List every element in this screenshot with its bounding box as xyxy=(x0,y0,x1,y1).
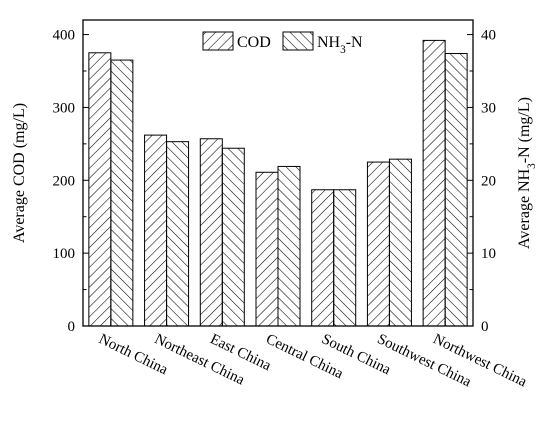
plot-frame xyxy=(82,19,474,327)
bar-cod-southwest-china xyxy=(366,161,390,327)
right-axis-tick-label: 40 xyxy=(481,28,496,44)
left-axis-title: Average COD (mg/L) xyxy=(11,103,28,243)
category-label-northwest-china: Northwest China xyxy=(430,331,529,390)
left-axis-ticks: 0 100 200 300 400 xyxy=(53,28,89,335)
legend: COD NH3-N xyxy=(202,31,363,56)
right-axis-tick-label: 20 xyxy=(481,173,496,189)
bar-nh3-n-north-china xyxy=(110,59,134,327)
bar-cod-south-china xyxy=(311,189,335,327)
bar-cod-northwest-china xyxy=(422,39,446,327)
left-axis-tick-label: 200 xyxy=(53,173,76,189)
left-axis-tick-label: 100 xyxy=(53,246,76,262)
bar-cod-east-china xyxy=(199,138,223,327)
bars-group xyxy=(88,39,468,327)
bar-nh3-n-southwest-china xyxy=(388,158,412,327)
bar-cod-north-china xyxy=(88,52,112,327)
category-label-southwest-china: Southwest China xyxy=(375,331,474,390)
legend-label-cod: COD xyxy=(237,34,271,51)
legend-swatch-cod xyxy=(202,31,234,51)
bar-cod-northeast-china xyxy=(144,134,168,327)
bar-cod-central-china xyxy=(255,171,279,327)
left-axis-tick-label: 0 xyxy=(68,319,76,335)
bar-nh3-n-northeast-china xyxy=(166,141,190,327)
bar-nh3-n-northwest-china xyxy=(444,53,468,327)
left-axis-tick-label: 300 xyxy=(53,100,76,116)
right-axis-tick-label: 10 xyxy=(481,246,496,262)
right-axis-title: Average NH3-N (mg/L) xyxy=(516,97,538,249)
bar-nh3-n-central-china xyxy=(277,165,301,327)
bar-nh3-n-south-china xyxy=(333,189,357,327)
right-axis-ticks: 0 10 20 30 40 xyxy=(467,28,496,335)
legend-label-nh3n: NH3-N xyxy=(317,34,363,56)
bar-nh3-n-east-china xyxy=(221,147,245,327)
right-axis-tick-label: 30 xyxy=(481,100,496,116)
left-axis-tick-label: 400 xyxy=(53,28,76,44)
legend-swatch-nh3n xyxy=(282,31,314,51)
right-axis-tick-label: 0 xyxy=(481,319,489,335)
